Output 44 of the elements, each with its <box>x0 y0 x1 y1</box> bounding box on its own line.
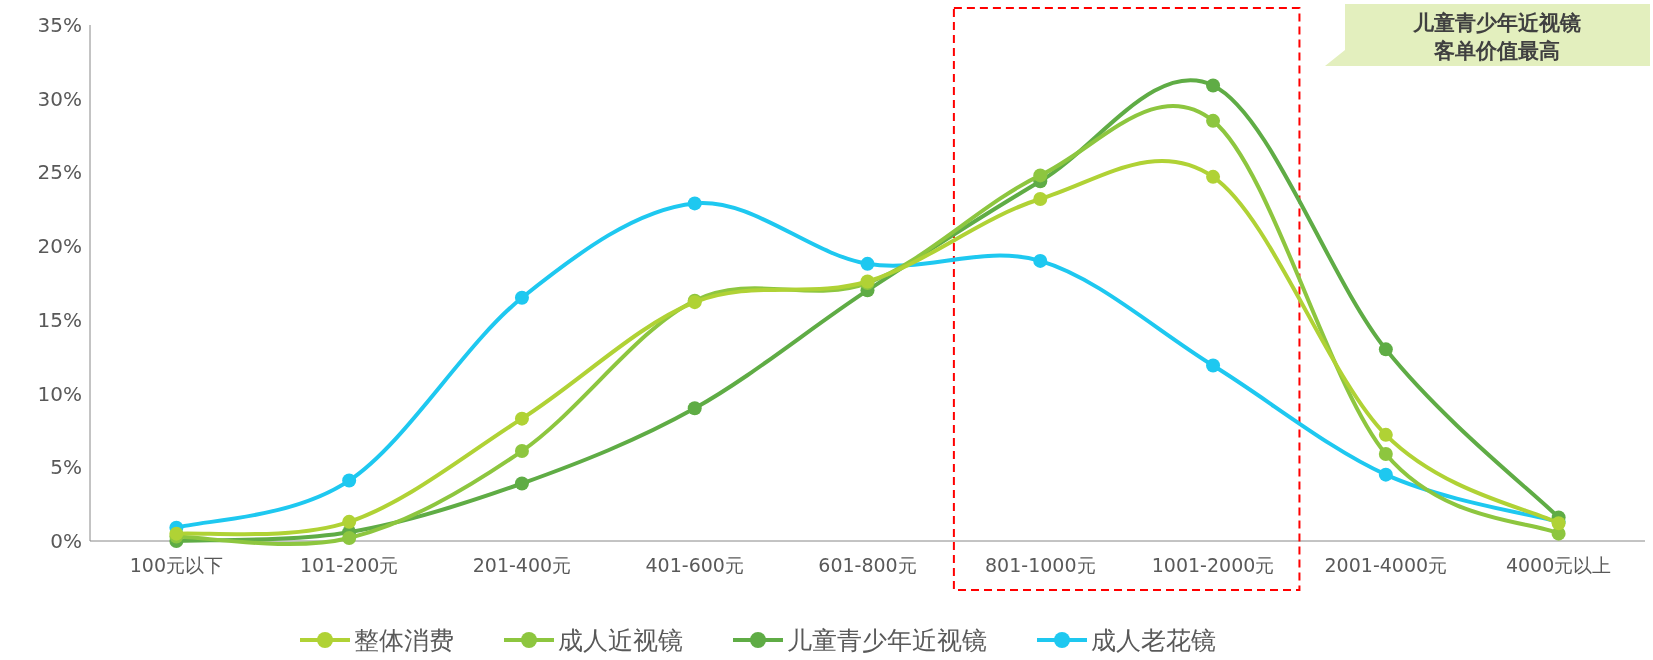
y-tick-label: 0% <box>50 529 82 553</box>
point <box>1206 113 1221 128</box>
x-tick-label: 1001-2000元 <box>1151 554 1275 576</box>
y-tick-label: 25% <box>37 160 82 185</box>
x-tick-label: 4000元以上 <box>1505 554 1612 576</box>
x-tick-label: 2001-4000元 <box>1324 554 1448 576</box>
point <box>514 444 529 459</box>
x-tick-label: 601-800元 <box>818 554 917 576</box>
x-tick-label: 201-400元 <box>472 554 572 576</box>
point <box>1033 191 1048 206</box>
y-tick-label: 15% <box>37 307 82 332</box>
point <box>1378 427 1393 442</box>
point <box>1206 358 1221 373</box>
point <box>342 514 357 529</box>
y-tick-label: 20% <box>37 234 82 259</box>
y-tick-label: 35% <box>37 13 82 37</box>
point <box>514 411 529 426</box>
x-tick-label: 100元以下 <box>129 554 224 576</box>
callout: 儿童青少年近视镜客单价值最高 <box>1325 4 1650 66</box>
point <box>514 476 529 491</box>
point <box>1206 169 1221 184</box>
point <box>1378 467 1393 482</box>
point <box>1206 78 1221 93</box>
point <box>514 290 529 305</box>
y-tick-label: 5% <box>50 455 82 480</box>
legend-label: 成人近视镜 <box>558 626 683 655</box>
y-tick-label: 10% <box>37 381 82 406</box>
point <box>687 401 702 416</box>
legend-label: 成人老花镜 <box>1091 626 1216 655</box>
legend-label: 儿童青少年近视镜 <box>787 626 987 655</box>
point <box>1033 168 1048 183</box>
point <box>687 196 702 211</box>
y-tick-label: 30% <box>37 86 82 111</box>
x-tick-label: 801-1000元 <box>985 554 1096 576</box>
point <box>342 531 357 546</box>
point <box>1378 447 1393 462</box>
x-tick-label: 401-600元 <box>645 554 744 576</box>
point <box>342 473 357 488</box>
legend-label: 整体消费 <box>354 626 454 655</box>
point <box>860 256 875 271</box>
point <box>1378 342 1393 357</box>
point <box>1033 253 1048 268</box>
x-tick-label: 101-200元 <box>299 554 399 576</box>
annotation: 儿童青少年近视镜客单价值最高 <box>1412 11 1581 63</box>
